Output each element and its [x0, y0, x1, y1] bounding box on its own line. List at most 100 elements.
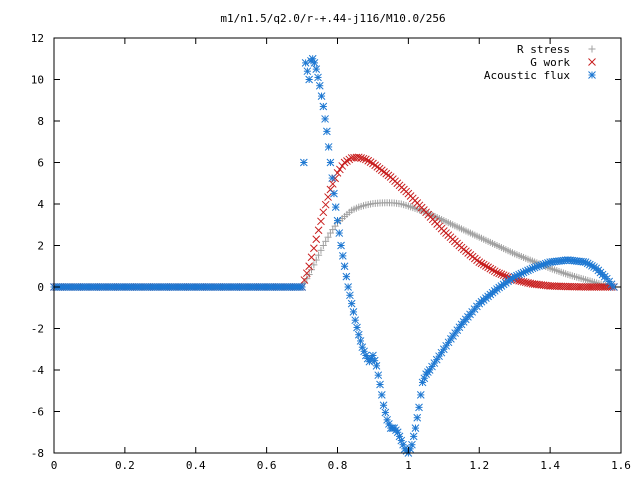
- data-point: [357, 154, 365, 162]
- data-point: [488, 266, 497, 274]
- data-point: [319, 102, 328, 111]
- x-tick-label: 1.2: [469, 459, 489, 472]
- data-point: [475, 258, 484, 266]
- data-point: [322, 237, 330, 245]
- data-point: [342, 272, 351, 281]
- data-point: [364, 156, 373, 165]
- data-point: [493, 268, 501, 277]
- data-point: [321, 200, 330, 209]
- data-point: [319, 242, 327, 249]
- data-point: [359, 154, 368, 163]
- data-point: [300, 276, 309, 284]
- data-point: [324, 143, 333, 151]
- data-point: [354, 330, 363, 339]
- data-point: [302, 269, 311, 278]
- x-tick-label: 1.6: [611, 459, 631, 472]
- data-point: [479, 260, 488, 269]
- legend-label: R stress: [517, 43, 570, 56]
- data-point: [330, 189, 338, 198]
- data-point: [344, 283, 352, 291]
- data-point: [397, 436, 406, 445]
- data-point: [338, 252, 347, 260]
- data-point: [337, 241, 345, 250]
- data-point: [312, 235, 321, 244]
- data-point: [328, 174, 337, 182]
- data-point: [310, 261, 318, 269]
- y-tick-label: -8: [31, 447, 44, 460]
- series-acoustic-flux: [50, 54, 618, 457]
- x-tick-label: 0.6: [257, 459, 277, 472]
- x-tick-label: 0.2: [115, 459, 135, 472]
- data-point: [361, 155, 370, 164]
- data-point: [369, 351, 377, 360]
- x-tick-label: 1.4: [540, 459, 560, 472]
- data-point: [356, 337, 365, 345]
- data-point: [477, 259, 486, 268]
- x-tick-label: 0.4: [186, 459, 206, 472]
- data-point: [381, 408, 390, 417]
- legend-label: Acoustic flux: [484, 69, 570, 82]
- data-point: [408, 440, 416, 449]
- y-tick-label: 12: [31, 32, 44, 45]
- data-point: [335, 229, 344, 237]
- axis-ticks: 0 0.2 0.4 0.6 0.8 1 1.2 1.4 1.6 12 10 8 6 4 2 0 -2 -4 -6 -8: [31, 32, 631, 472]
- data-point: [305, 262, 314, 271]
- data-point: [376, 380, 384, 389]
- data-point: [303, 275, 311, 283]
- data-point: [346, 291, 354, 300]
- data-point: [324, 233, 332, 241]
- data-point: [317, 246, 325, 254]
- data-point: [409, 432, 418, 441]
- data-point: [305, 271, 313, 279]
- data-point: [484, 263, 492, 272]
- y-tick-label: 10: [31, 74, 44, 87]
- data-point: [347, 299, 356, 308]
- data-point: [377, 391, 386, 399]
- y-tick-label: 2: [37, 240, 44, 253]
- data-point: [340, 262, 349, 271]
- data-point: [303, 67, 312, 76]
- legend-label: G work: [530, 56, 570, 69]
- data-point: [333, 216, 342, 225]
- chart-title: m1/n1.5/q2.0/r-+.44-j116/M10.0/256: [220, 12, 445, 25]
- data-point: [331, 203, 340, 211]
- data-point: [519, 277, 528, 286]
- data-point: [354, 153, 363, 162]
- data-point: [383, 415, 391, 424]
- data-point: [310, 59, 319, 67]
- data-point: [524, 278, 532, 287]
- legend-marker: [588, 58, 596, 66]
- data-point: [298, 283, 306, 291]
- plot-frame: [53, 37, 622, 454]
- data-point: [482, 262, 490, 270]
- data-point: [497, 270, 506, 279]
- y-tick-label: 4: [37, 198, 44, 211]
- data-point: [416, 391, 425, 399]
- data-point: [370, 356, 379, 365]
- data-point: [321, 115, 329, 123]
- y-tick-label: 8: [37, 115, 44, 128]
- data-point: [343, 157, 351, 165]
- y-tick-label: 6: [37, 157, 44, 170]
- data-point: [351, 316, 360, 325]
- data-point: [319, 208, 328, 217]
- data-point: [415, 403, 423, 412]
- data-point: [317, 217, 325, 226]
- y-tick-label: -6: [31, 406, 44, 419]
- data-point: [315, 251, 323, 259]
- data-point: [340, 158, 349, 167]
- data-point: [315, 81, 324, 90]
- data-point: [336, 165, 344, 174]
- data-markers: [50, 54, 618, 457]
- data-point: [495, 269, 504, 278]
- data-point: [349, 308, 358, 316]
- legend-marker: [588, 71, 596, 79]
- data-point: [314, 73, 322, 82]
- y-tick-label: -4: [31, 364, 45, 377]
- data-point: [486, 264, 495, 273]
- data-point: [379, 401, 388, 410]
- data-point: [310, 244, 318, 253]
- data-point: [353, 323, 361, 332]
- data-point: [299, 158, 308, 167]
- data-point: [521, 278, 530, 287]
